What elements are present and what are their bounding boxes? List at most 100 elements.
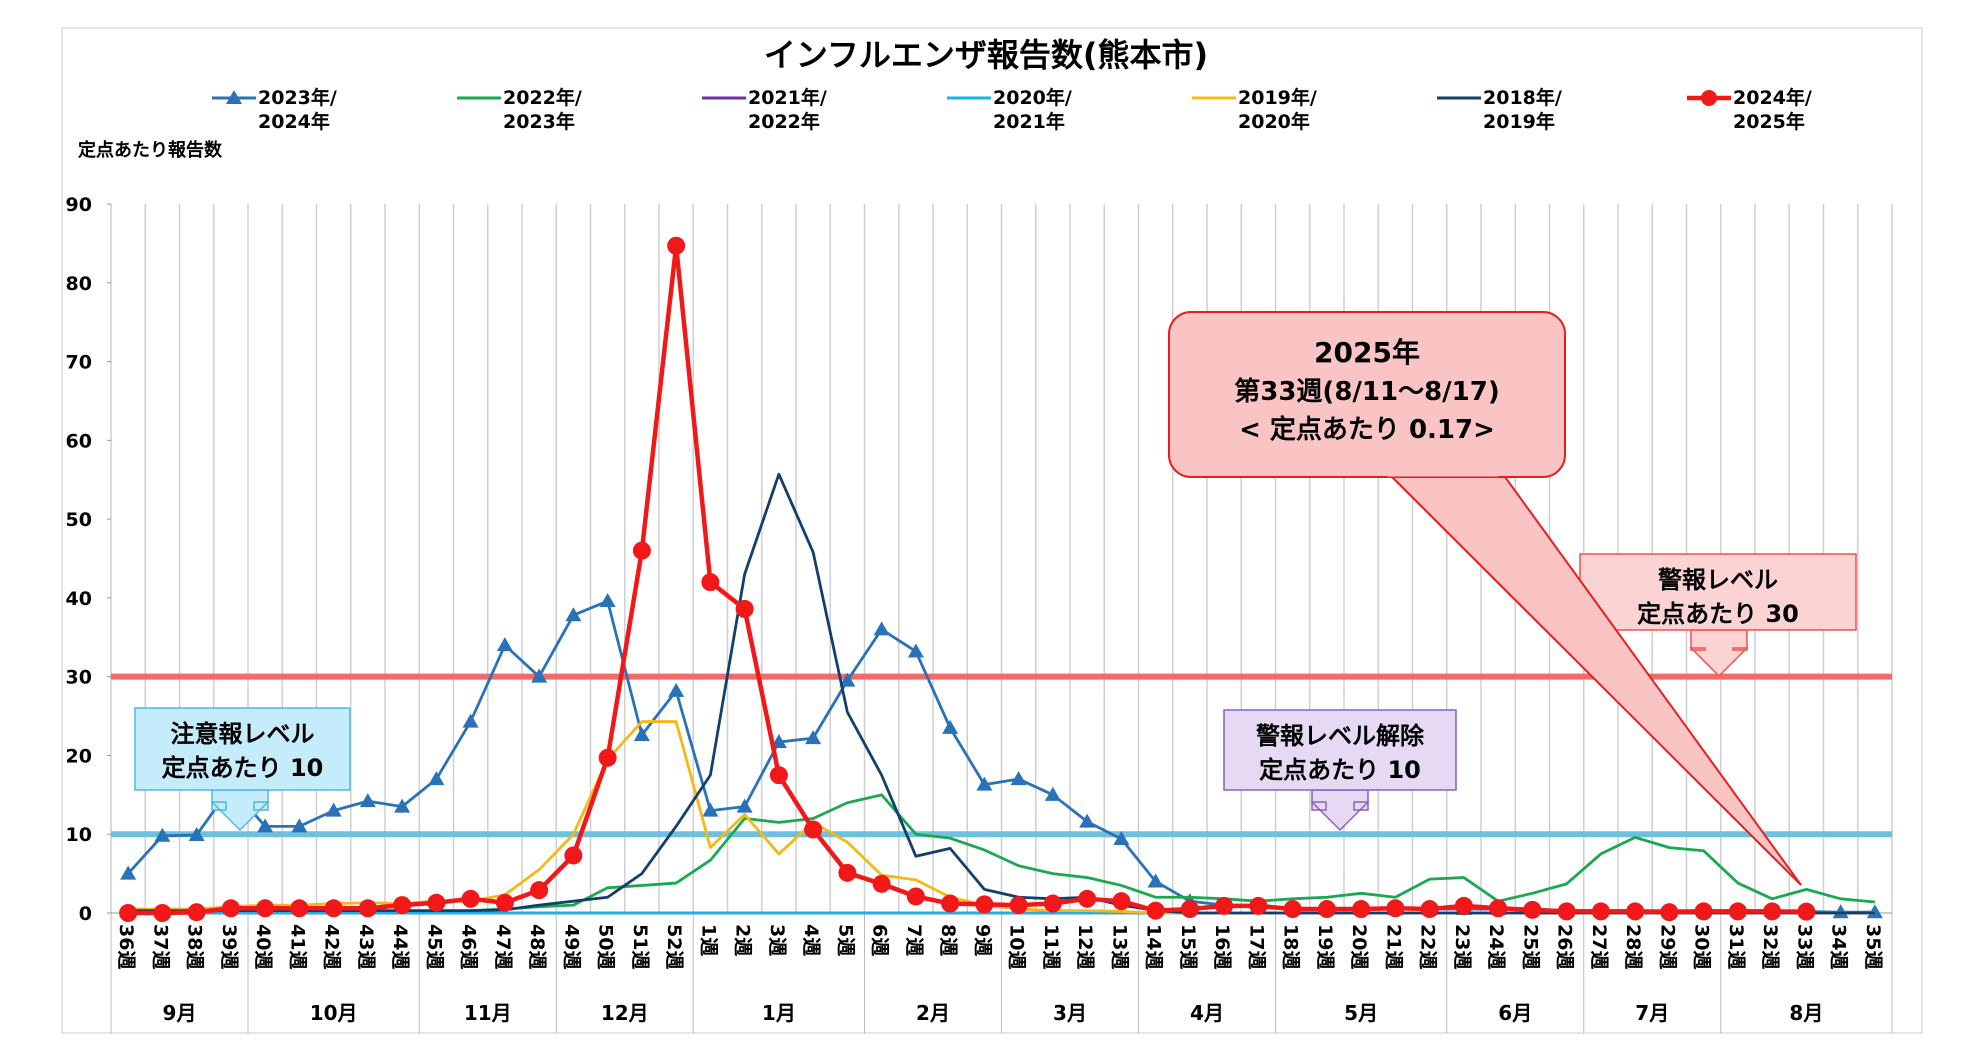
x-tick-label: 29週 [1656,924,1678,969]
point [976,776,993,791]
x-tick-label: 33週 [1793,924,1815,969]
month-label: 10月 [310,1001,358,1025]
legend-label: 2022年/ 2023年 [503,87,582,133]
callout-text: < 定点あたり 0.17> [1239,414,1495,445]
month-label: 6月 [1498,1001,1532,1025]
x-tick-label: 15週 [1177,924,1199,969]
month-label: 8月 [1789,1001,1823,1025]
x-tick-label: 45週 [423,924,445,969]
y-tick-label: 30 [66,667,92,689]
point [667,236,686,255]
annotation-text: 定点あたり 10 [1259,756,1421,784]
callout-box [1168,311,1566,478]
point [1079,813,1096,828]
point [1523,900,1542,919]
point [495,893,514,912]
x-tick-label: 32週 [1759,924,1781,969]
y-tick-label: 50 [66,509,92,531]
month-label: 9月 [163,1001,197,1025]
point [1591,902,1610,921]
y-tick-label: 80 [66,273,92,295]
point [393,896,412,915]
point [701,573,720,592]
point [1454,896,1473,915]
point [1180,900,1199,919]
point [461,889,480,908]
point [736,798,753,813]
point [1283,900,1302,919]
point [531,668,548,683]
chart-title: インフルエンザ報告数(熊本市) [764,36,1208,74]
x-tick-label: 2週 [732,924,754,956]
point [428,771,445,786]
point [325,802,342,817]
annotation-text: 警報レベル [1657,566,1778,594]
point [530,881,549,900]
point [462,713,479,728]
x-tick-label: 34週 [1828,924,1850,969]
point [324,899,343,918]
point [975,895,994,914]
x-tick-label: 52週 [663,924,685,969]
point [1626,902,1645,921]
legend-label: 2018年/ 2019年 [1483,87,1562,133]
x-tick-label: 23週 [1451,924,1473,969]
x-tick-label: 7週 [903,924,925,956]
y-tick-label: 40 [66,588,92,610]
month-label: 2月 [916,1001,950,1025]
point [1044,786,1061,801]
x-tick-label: 20週 [1348,924,1370,969]
frame [61,27,1923,1034]
legend-marker [226,90,242,104]
x-tick-label: 35週 [1862,924,1884,969]
x-tick-label: 25週 [1519,924,1541,969]
point [1147,873,1164,888]
point [119,904,138,922]
point [702,802,719,817]
x-tick-label: 26週 [1554,924,1576,969]
point [941,894,960,913]
box-arrow [210,789,270,832]
y-tick-label: 0 [79,903,92,925]
annotation-box [1223,709,1457,791]
point [942,719,959,734]
point [188,827,205,842]
x-tick-label: 50週 [595,924,617,969]
x-tick-label: 31週 [1725,924,1747,969]
x-tick-label: 19週 [1314,924,1336,969]
month-label: 7月 [1635,1001,1669,1025]
point [769,766,788,785]
point [1146,901,1165,920]
callout-text: 第33週(8/11～8/17) [1234,376,1500,407]
x-tick-label: 38週 [184,924,206,969]
point [1249,896,1268,915]
x-tick-label: 6週 [869,924,891,956]
point [872,874,891,893]
point [256,899,275,918]
legend-item: 2024年/ 2025年 [1685,86,1812,134]
x-tick-label: 24週 [1485,924,1507,969]
x-tick-label: 9週 [971,924,993,956]
legend-item: 2021年/ 2022年 [700,86,827,134]
point [1866,904,1883,919]
point [838,863,857,882]
month-label: 4月 [1190,1001,1224,1025]
point [633,726,650,741]
point [1763,902,1782,921]
point [257,818,274,833]
point [770,734,787,749]
x-tick-label: 18週 [1280,924,1302,969]
x-tick-label: 1週 [697,924,719,956]
x-tick-label: 22週 [1417,924,1439,969]
point [1009,896,1028,915]
point [735,599,754,618]
point [906,887,925,906]
point [1557,902,1576,921]
point [187,903,206,922]
legend-label: 2024年/ 2025年 [1733,87,1812,133]
month-label: 3月 [1053,1001,1087,1025]
point [1043,894,1062,913]
x-tick-label: 13週 [1108,924,1130,969]
point [839,672,856,687]
point [804,820,823,839]
